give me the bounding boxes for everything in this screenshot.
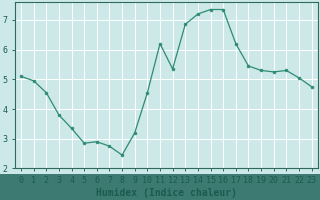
X-axis label: Humidex (Indice chaleur): Humidex (Indice chaleur) [96, 188, 237, 198]
